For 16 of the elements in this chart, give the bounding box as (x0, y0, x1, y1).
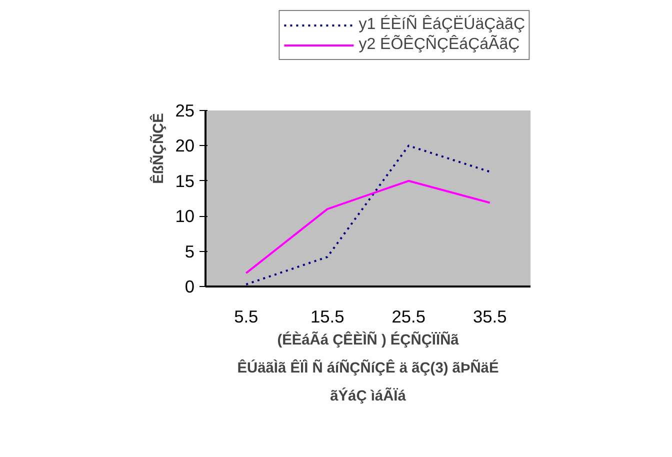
line-series (245, 180, 491, 274)
x-axis-title: (ÉÈáÃá ÇÊÈÌÑ ) ÉÇÑÇÏÏÑã ÊÚäãÌã ÊÏÌ Ñ áíÑÇÑíÇÊ ä ãÇ(3) ãÞÑäÉ ãÝáÇ ìáÃÏá (237, 330, 499, 404)
x-tick-label: 15.5 (310, 306, 344, 326)
y-tick-label: 25 (175, 100, 195, 120)
legend-label: y2 ÉÕÊÇÑÇÊáÇáÃãÇ (358, 36, 520, 54)
x-tick-label: 25.5 (392, 306, 426, 326)
y-tick-label: 15 (175, 170, 195, 191)
x-tick-label: 35.5 (473, 306, 507, 326)
y-tick-label: 5 (184, 241, 195, 262)
line-series (245, 144, 491, 286)
y-tick-label: 0 (184, 276, 195, 296)
y-tick-label: 10 (175, 206, 195, 226)
x-tick-label: 5.5 (234, 306, 258, 326)
y-tick-label: 20 (175, 136, 195, 156)
legend-label: y1 ÉÈíÑ ÊáÇËÚäÇàãÇ (358, 16, 525, 34)
y-axis-title: ÊßÑÇÑÇÊ (149, 112, 168, 184)
